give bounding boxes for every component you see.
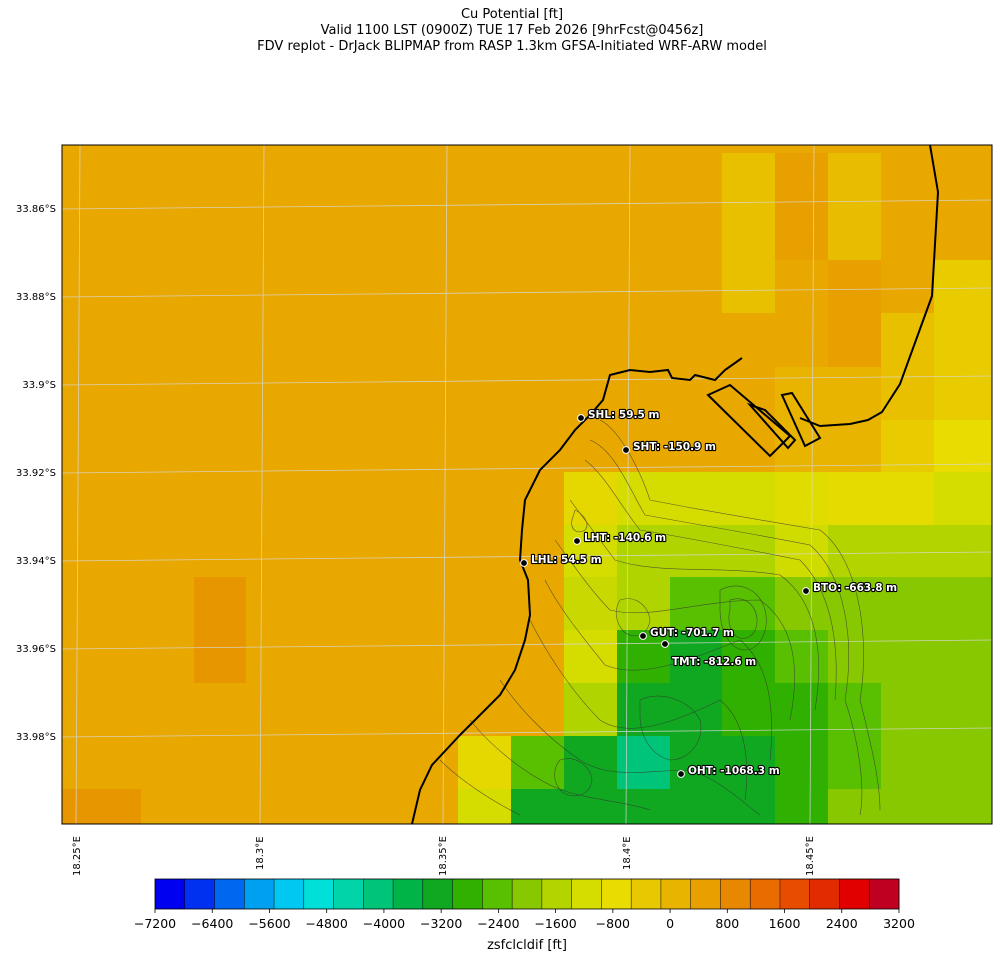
colorbar-swatch (720, 879, 751, 909)
colorbar-tick-label: 800 (715, 916, 739, 931)
title-line-2: Valid 1100 LST (0900Z) TUE 17 Feb 2026 [… (320, 23, 704, 38)
lat-tick-label: 33.92°S (16, 468, 56, 479)
cu-potential-field (62, 145, 992, 824)
station-marker-lhl[interactable] (520, 559, 528, 567)
station-label-oht: OHT: -1068.3 m (688, 765, 780, 777)
colorbar-tick-label: −3200 (420, 916, 462, 931)
lat-tick-label: 33.86°S (16, 204, 56, 215)
colorbar-swatch (541, 879, 573, 909)
station-label-lht: LHT: -140.6 m (584, 532, 666, 544)
colorbar-swatch (333, 879, 364, 909)
colorbar-tick-label: −6400 (191, 916, 233, 931)
station-marker-oht[interactable] (677, 770, 685, 778)
colorbar-swatch (184, 879, 216, 909)
lon-tick-label: 18.25°E (72, 836, 83, 876)
station-marker-shl[interactable] (577, 414, 585, 422)
lon-tick-label: 18.45°E (805, 836, 816, 876)
colorbar-swatch (660, 879, 692, 909)
colorbar-swatch (750, 879, 781, 909)
colorbar-tick-label: 0 (666, 916, 674, 931)
station-label-lhl: LHL: 54.5 m (531, 554, 602, 566)
station-label-tmt: TMT: -812.6 m (672, 656, 756, 668)
colorbar-swatch (274, 879, 305, 909)
colorbar: −7200 −6400 −5600 −4800 −4000 −3200 −2400 −1600… (134, 878, 915, 953)
colorbar-swatch (482, 879, 513, 909)
colorbar-tick-label: −4000 (363, 916, 405, 931)
colorbar-swatch (779, 879, 811, 909)
lat-tick-label: 33.9°S (22, 380, 56, 391)
colorbar-frame (154, 878, 900, 910)
station-marker-lht[interactable] (573, 537, 581, 545)
colorbar-swatch (452, 879, 483, 909)
lon-tick-label: 18.3°E (255, 836, 266, 870)
colorbar-tick-label: −2400 (477, 916, 519, 931)
station-marker-gut[interactable] (639, 632, 647, 640)
longitude-axis: 18.25°E 18.3°E 18.35°E 18.4°E 18.45°E (72, 836, 816, 876)
colorbar-swatch (839, 879, 870, 909)
station-label-gut: GUT: -701.7 m (650, 627, 734, 639)
latitude-axis: 33.86°S 33.88°S 33.9°S 33.92°S 33.94°S 3… (16, 204, 56, 743)
colorbar-label: zsfclcldif [ft] (487, 938, 567, 953)
colorbar-tick-label: −1600 (534, 916, 576, 931)
station-label-shl: SHL: 59.5 m (588, 409, 659, 421)
colorbar-tick-label: 3200 (883, 916, 915, 931)
colorbar-tick-label: −5600 (248, 916, 290, 931)
colorbar-swatch (601, 879, 632, 909)
stations: SHL: 59.5 m SHT: -150.9 m LHT: -140.6 m … (520, 408, 898, 778)
lat-tick-label: 33.88°S (16, 292, 56, 303)
colorbar-swatch (690, 879, 721, 909)
title-line-1: Cu Potential [ft] (460, 7, 564, 22)
colorbar-swatch (363, 879, 394, 909)
colorbar-swatch (809, 879, 840, 909)
colorbar-swatches (155, 879, 900, 909)
colorbar-swatch (422, 879, 454, 909)
lat-tick-label: 33.94°S (16, 556, 56, 567)
colorbar-swatch (571, 879, 602, 909)
colorbar-ticks: −7200 −6400 −5600 −4800 −4000 −3200 −2400 −1600… (134, 909, 915, 931)
station-marker-tmt[interactable] (661, 640, 669, 648)
colorbar-swatch (869, 879, 900, 909)
colorbar-swatch (214, 879, 245, 909)
colorbar-swatch (155, 879, 186, 909)
coastline (411, 145, 940, 824)
colorbar-swatch (512, 879, 543, 909)
colorbar-tick-label: 2400 (826, 916, 858, 931)
colorbar-tick-label: −800 (596, 916, 630, 931)
colorbar-tick-label: −7200 (134, 916, 176, 931)
colorbar-tick-label: −4800 (306, 916, 348, 931)
station-label-bto: BTO: -663.8 m (813, 582, 897, 594)
lon-tick-label: 18.35°E (438, 836, 449, 876)
station-marker-sht[interactable] (622, 446, 630, 454)
map-frame (61, 144, 993, 825)
station-label-sht: SHT: -150.9 m (633, 441, 716, 453)
colorbar-swatch (303, 879, 335, 909)
colorbar-swatch (244, 879, 275, 909)
lat-tick-label: 33.98°S (16, 732, 56, 743)
field-grid-cells (62, 153, 992, 824)
lat-tick-label: 33.96°S (16, 644, 56, 655)
lon-tick-label: 18.4°E (622, 836, 633, 870)
colorbar-swatch (631, 879, 662, 909)
colorbar-tick-label: 1600 (769, 916, 801, 931)
colorbar-swatch (393, 879, 424, 909)
title-line-3: FDV replot - DrJack BLIPMAP from RASP 1.… (257, 39, 767, 54)
graticule-lines (62, 145, 992, 824)
terrain-contours (439, 419, 881, 816)
map-title-block: Cu Potential [ft] Valid 1100 LST (0900Z)… (0, 7, 1001, 55)
station-marker-bto[interactable] (802, 587, 810, 595)
